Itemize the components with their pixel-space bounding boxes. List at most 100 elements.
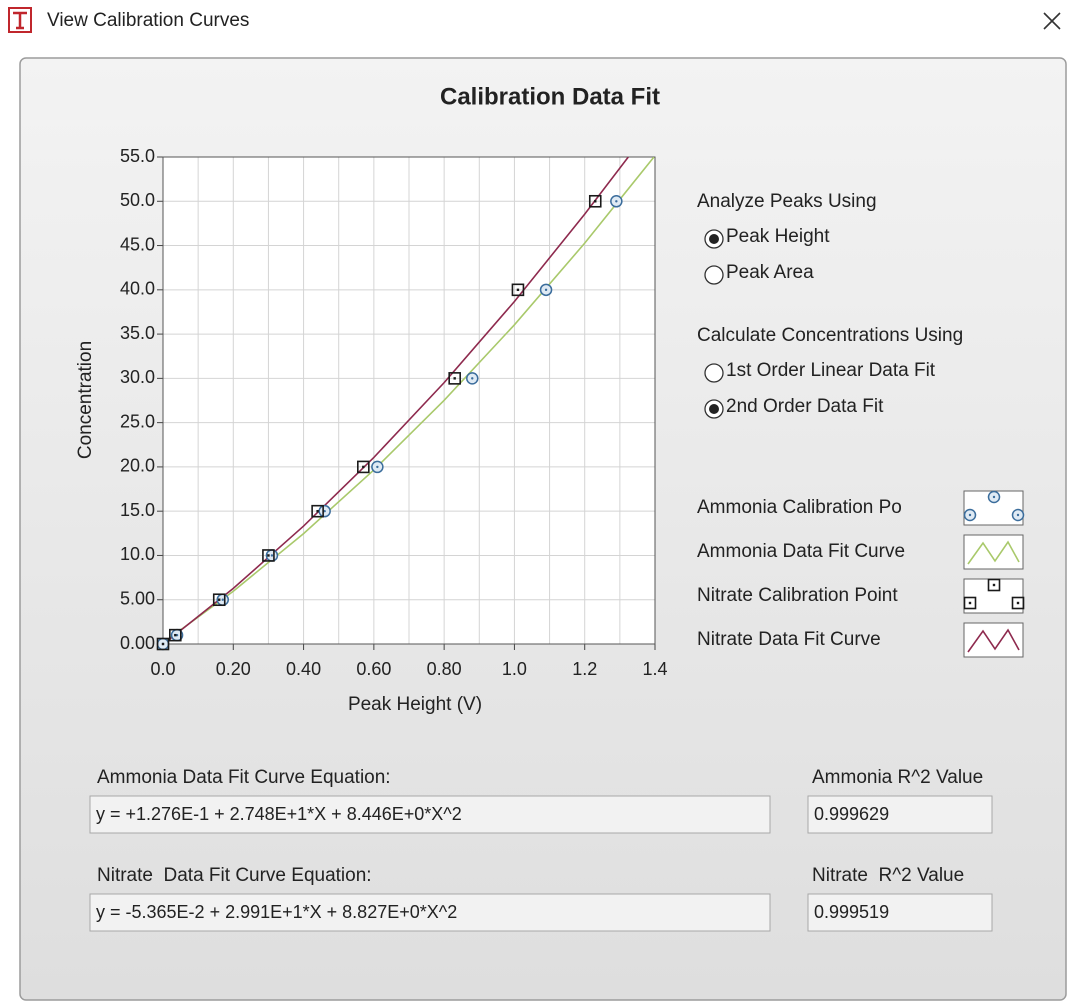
field-value: 0.999519 xyxy=(814,902,889,922)
legend-swatch[interactable] xyxy=(963,578,1025,614)
fit-curve xyxy=(163,157,655,644)
point-dot xyxy=(174,633,177,637)
calibration-point xyxy=(511,283,525,297)
radio-label[interactable]: 1st Order Linear Data Fit xyxy=(726,360,936,381)
group-label: Calculate Concentrations Using xyxy=(697,325,963,346)
field-box xyxy=(89,893,771,932)
radio-label[interactable]: Peak Area xyxy=(726,262,814,283)
y-tick-label: 55.0 xyxy=(120,146,155,166)
y-axis-label: Concentration xyxy=(75,341,96,459)
radio-button[interactable] xyxy=(704,363,724,383)
plot-frame xyxy=(162,156,656,645)
point-box xyxy=(448,372,461,385)
calibration-point xyxy=(539,283,553,297)
field-value: y = -5.365E-2 + 2.991E+1*X + 8.827E+0*X^… xyxy=(96,902,457,922)
calibration-point xyxy=(169,628,182,642)
y-tick-label: 35.0 xyxy=(120,323,155,343)
calibration-point xyxy=(963,508,977,522)
point-dot xyxy=(221,598,224,601)
field-box xyxy=(807,795,993,834)
legend-swatch[interactable] xyxy=(963,534,1024,570)
plot: 0.0 0.20 0.40 0.60 0.80 1.0 1.2 1.4 0.00 5.00 10.0… xyxy=(120,146,668,679)
calibration-point xyxy=(1011,508,1025,522)
point-dot xyxy=(453,377,456,380)
legend-swatch[interactable] xyxy=(963,622,1024,658)
radio-label[interactable]: 2nd Order Data Fit xyxy=(726,396,884,417)
y-tick-label: 40.0 xyxy=(120,279,155,299)
point-box xyxy=(588,194,602,208)
point-dot xyxy=(376,465,379,469)
calibration-point xyxy=(311,504,324,518)
legend-label: Ammonia Calibration Po xyxy=(697,497,902,518)
x-tick-label: 1.0 xyxy=(502,659,527,679)
radio-option[interactable]: 2nd Order Data Fit xyxy=(704,396,884,419)
x-tick-label: 0.0 xyxy=(150,659,175,679)
y-tick-label: 25.0 xyxy=(120,411,155,431)
point-dot xyxy=(362,465,365,469)
x-tick-label: 0.60 xyxy=(356,659,391,679)
calibration-point xyxy=(963,596,977,610)
point-box xyxy=(987,578,1001,592)
field-label: Nitrate R^2 Value xyxy=(812,865,964,886)
point-dot xyxy=(544,288,548,292)
point-box xyxy=(357,460,370,474)
swatch-line xyxy=(967,540,1020,565)
close-button[interactable] xyxy=(1043,12,1061,30)
calibration-point xyxy=(448,372,461,385)
y-tick-label: 15.0 xyxy=(120,500,155,520)
y-tick-label: 45.0 xyxy=(120,234,155,254)
field-label: Nitrate Data Fit Curve Equation: xyxy=(97,865,372,886)
field-box xyxy=(89,795,771,834)
calibration-point xyxy=(156,637,170,651)
y-tick-label: 20.0 xyxy=(120,456,155,476)
field-label: Ammonia R^2 Value xyxy=(812,767,983,788)
legend-label: Nitrate Data Fit Curve xyxy=(697,629,881,650)
radio-option[interactable]: Peak Height xyxy=(704,226,830,249)
point-dot xyxy=(471,377,474,380)
field-value: y = +1.276E-1 + 2.748E+1*X + 8.446E+0*X^… xyxy=(96,804,462,824)
point-box xyxy=(963,596,977,610)
x-axis-label: Peak Height (V) xyxy=(348,694,482,715)
swatch-line xyxy=(967,628,1020,653)
point-dot xyxy=(218,598,221,601)
calibration-point xyxy=(1011,596,1025,610)
series-layer xyxy=(163,157,655,644)
legend-label: Nitrate Calibration Point xyxy=(697,585,898,606)
point-dot xyxy=(270,554,274,557)
y-tick-label: 10.0 xyxy=(120,544,155,564)
radio-button[interactable] xyxy=(704,265,724,285)
radio-option[interactable]: 1st Order Linear Data Fit xyxy=(704,360,936,383)
point-dot xyxy=(992,583,996,587)
point-box xyxy=(311,504,324,518)
point-box xyxy=(511,283,525,297)
y-tick-label: 50.0 xyxy=(120,190,155,210)
x-tick-label: 0.80 xyxy=(427,659,462,679)
point-dot xyxy=(516,288,520,292)
point-dot xyxy=(1016,601,1020,605)
field-value: 0.999629 xyxy=(814,804,889,824)
calibration-point xyxy=(610,195,623,208)
calibration-point xyxy=(212,593,226,607)
x-tick-label: 1.4 xyxy=(642,659,667,679)
point-dot xyxy=(615,200,618,203)
point-box xyxy=(212,593,226,607)
calibration-point xyxy=(466,372,479,385)
x-tick-label: 1.2 xyxy=(572,659,597,679)
x-tick-label: 0.20 xyxy=(216,659,251,679)
point-dot xyxy=(1016,513,1020,517)
radio-label[interactable]: Peak Height xyxy=(726,226,830,247)
calibration-point xyxy=(987,490,1001,504)
x-tick-label: 0.40 xyxy=(286,659,321,679)
radio-dot xyxy=(709,404,719,414)
fit-curve xyxy=(163,157,629,644)
calibration-point xyxy=(262,549,275,562)
calibration-point xyxy=(588,194,602,208)
calibration-point xyxy=(318,504,331,518)
radio-option[interactable]: Peak Area xyxy=(704,262,814,285)
legend-swatch[interactable] xyxy=(963,490,1025,526)
point-dot xyxy=(316,509,319,513)
point-box xyxy=(262,549,275,562)
swatch-box xyxy=(963,622,1024,658)
